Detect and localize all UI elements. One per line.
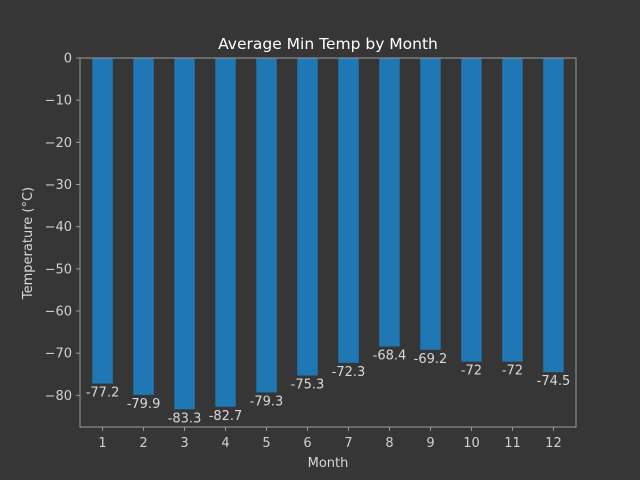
x-axis-label: Month (308, 456, 349, 471)
y-tick-label: −50 (45, 262, 72, 277)
data-label-month-1: -77.2 (86, 386, 120, 401)
bar-month-12 (543, 58, 564, 373)
bar-month-6 (297, 58, 318, 376)
x-tick-label: 2 (139, 436, 147, 451)
data-label-month-11: -72 (502, 364, 523, 379)
y-tick-label: −30 (45, 178, 72, 193)
y-tick-label: 0 (64, 52, 72, 67)
x-tick-label: 4 (221, 436, 229, 451)
bars-group (92, 58, 564, 410)
bar-month-9 (420, 58, 441, 350)
x-tick-label: 11 (504, 436, 521, 451)
y-axis-label: Temperature (°C) (21, 187, 36, 300)
data-label-month-6: -75.3 (291, 378, 325, 393)
bar-month-10 (461, 58, 482, 362)
bar-month-3 (174, 58, 195, 410)
bar-month-4 (215, 58, 236, 407)
data-label-month-5: -79.3 (250, 394, 284, 409)
data-label-month-10: -72 (461, 364, 482, 379)
x-tick-label: 10 (463, 436, 480, 451)
x-tick-label: 1 (98, 436, 106, 451)
y-tick-label: −20 (45, 136, 72, 151)
y-tick-label: −80 (45, 389, 72, 404)
chart-title: Average Min Temp by Month (218, 35, 438, 53)
x-tick-label: 9 (426, 436, 434, 451)
x-tick-label: 12 (545, 436, 562, 451)
y-axis: 0 −10 −20 −30 −40 −50 −60 −70 −80 (45, 52, 80, 404)
x-axis: 1 2 3 4 5 6 7 8 9 10 11 12 (98, 427, 562, 451)
y-tick-label: −10 (45, 94, 72, 109)
data-label-month-3: -83.3 (168, 411, 202, 426)
data-labels-group: -77.2 -79.9 -83.3 -82.7 -79.3 -75.3 -72.3 -68.4… (86, 348, 571, 426)
y-tick-label: −70 (45, 347, 72, 362)
data-label-month-2: -79.9 (127, 397, 161, 412)
x-tick-label: 3 (180, 436, 188, 451)
bar-month-8 (379, 58, 400, 347)
data-label-month-12: -74.5 (537, 374, 571, 389)
bar-month-1 (92, 58, 113, 384)
y-tick-label: −40 (45, 220, 72, 235)
bar-month-7 (338, 58, 359, 363)
x-tick-label: 8 (385, 436, 393, 451)
x-tick-label: 7 (344, 436, 352, 451)
y-tick-label: −60 (45, 305, 72, 320)
data-label-month-7: -72.3 (332, 365, 366, 380)
x-tick-label: 6 (303, 436, 311, 451)
data-label-month-8: -68.4 (373, 348, 407, 363)
bar-month-5 (256, 58, 277, 393)
x-tick-label: 5 (262, 436, 270, 451)
data-label-month-9: -69.2 (414, 352, 448, 367)
plot-frame (79, 57, 577, 428)
bar-month-2 (133, 58, 154, 395)
bar-month-11 (502, 58, 523, 362)
data-label-month-4: -82.7 (209, 409, 243, 424)
